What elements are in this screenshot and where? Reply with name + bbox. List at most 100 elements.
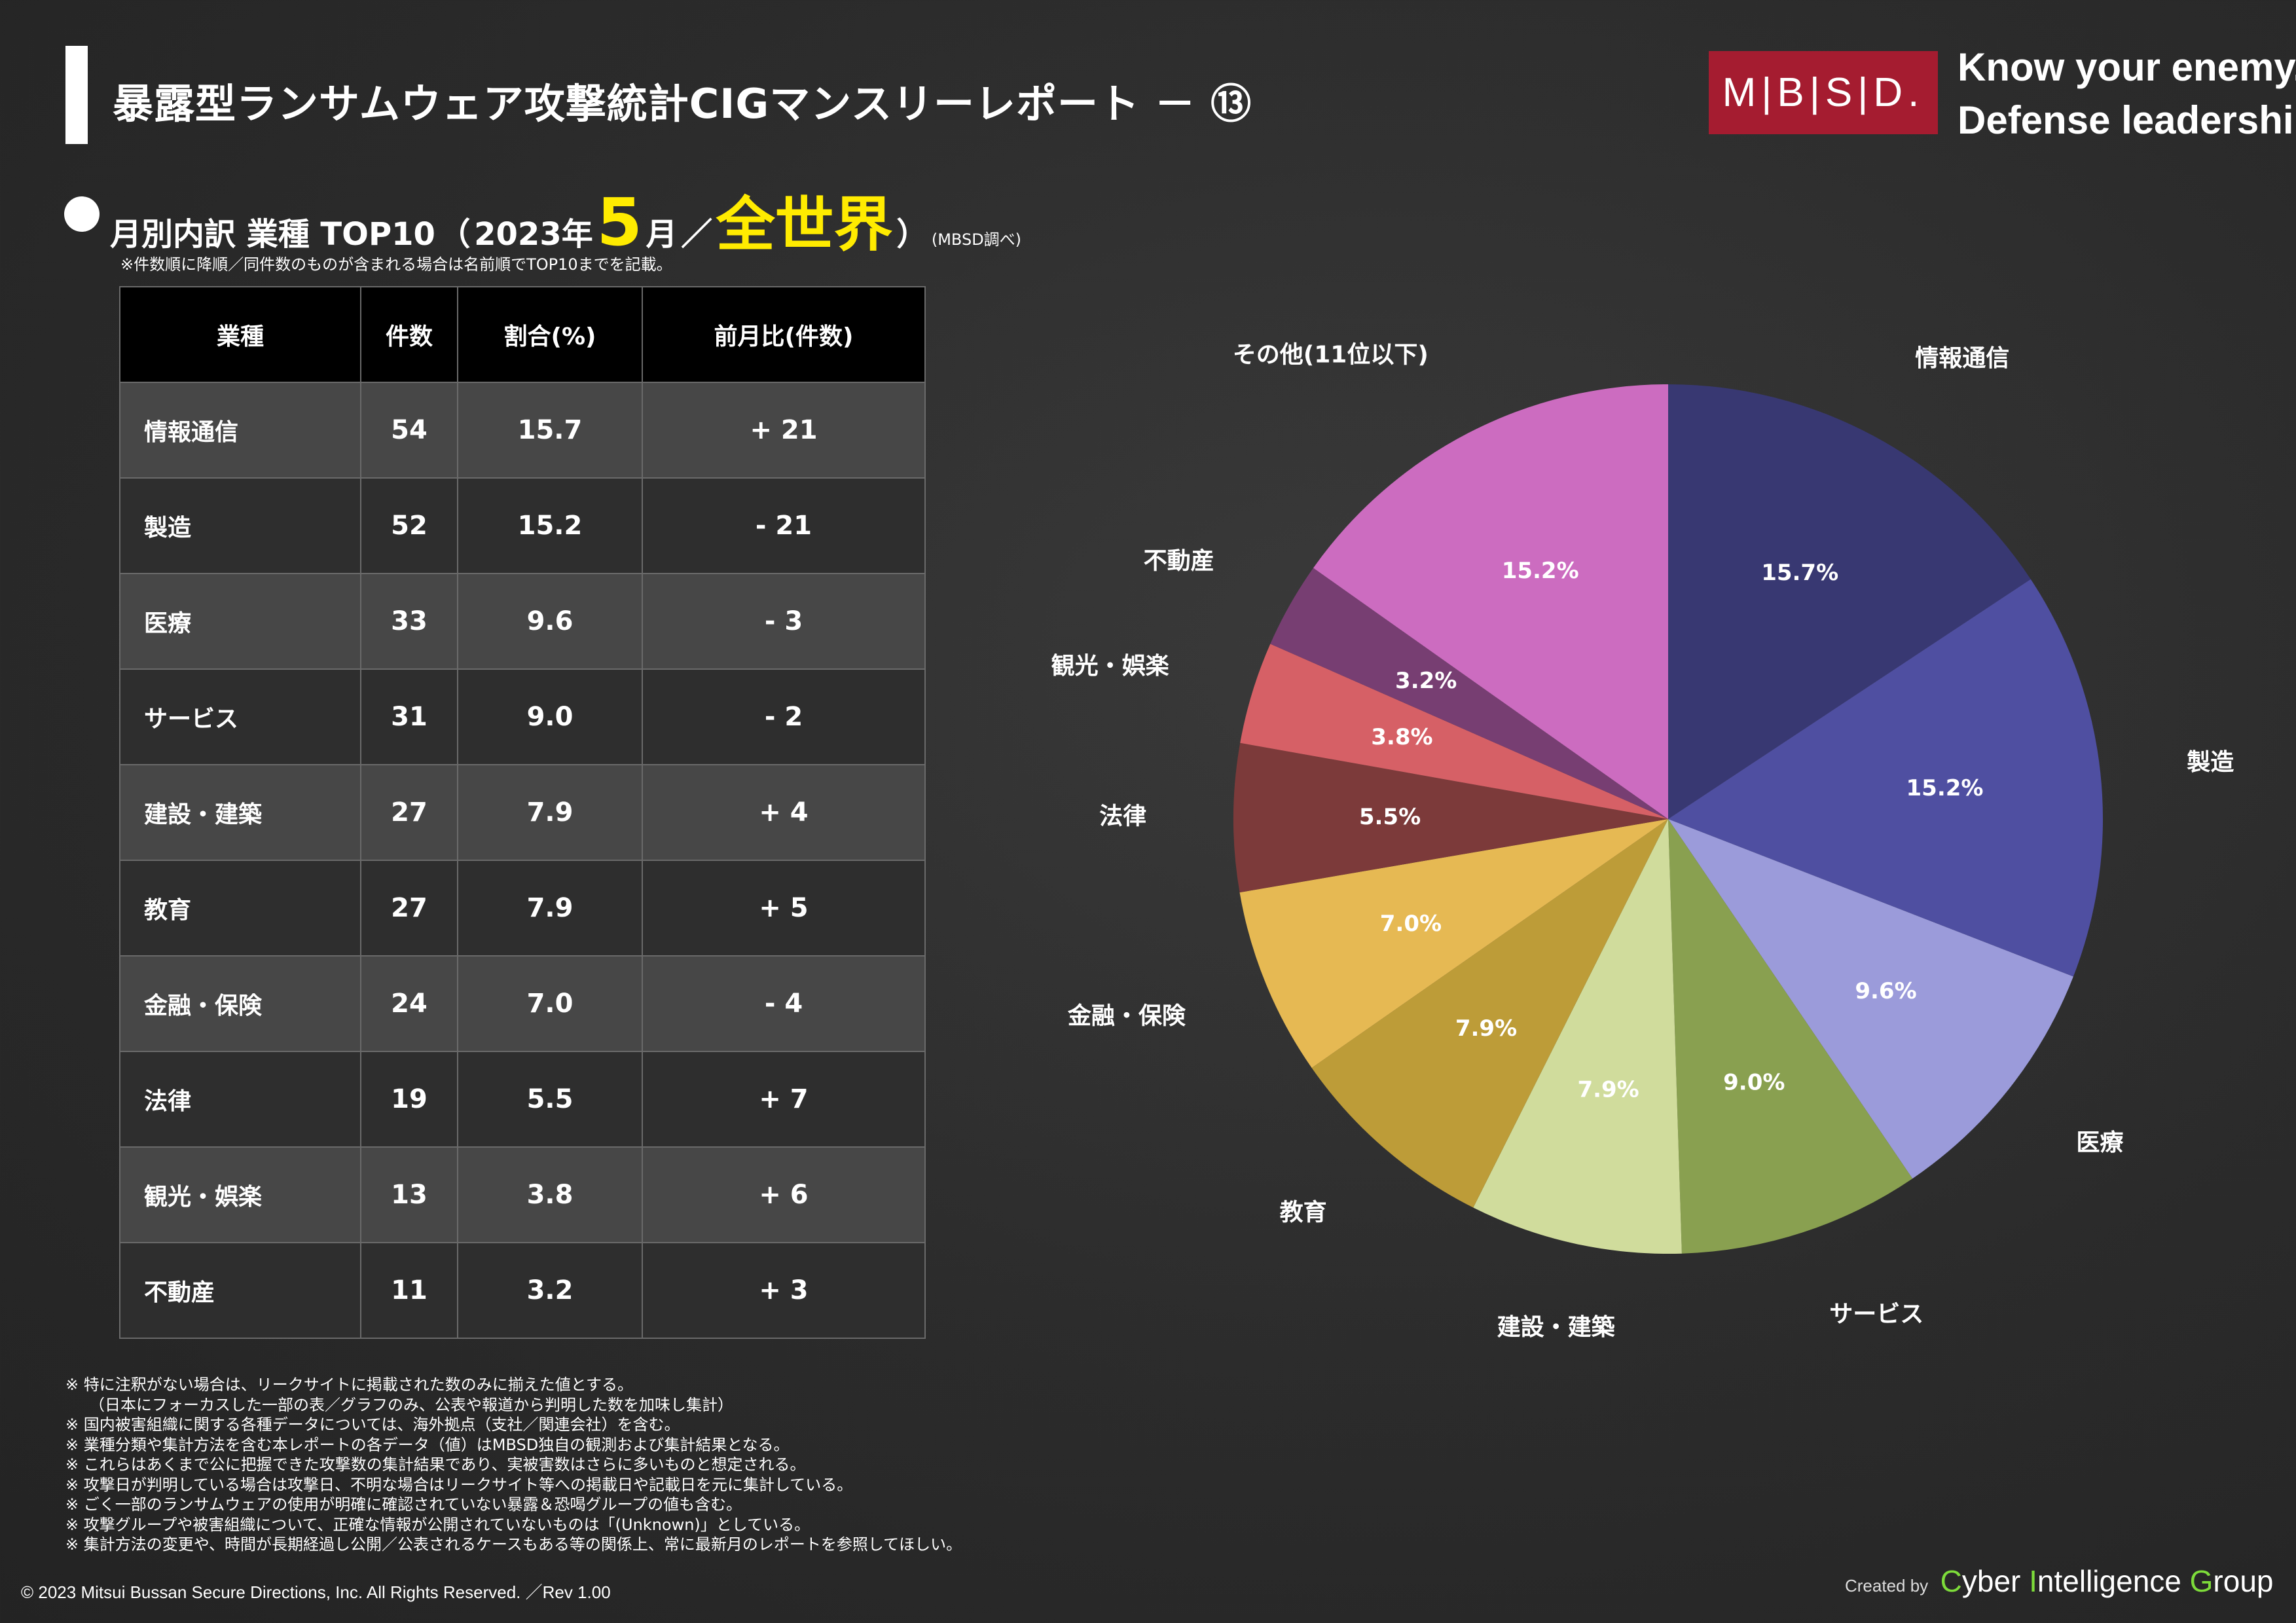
footnote: ※ 集計方法の変更や、時間が長期経過し公開／公表されるケースもある等の関係上、常…	[65, 1535, 962, 1554]
slice-category-label: 製造	[2187, 749, 2234, 776]
slice-category-label: サービス	[1829, 1301, 1923, 1328]
slice-value-label: 15.2%	[1906, 775, 1984, 801]
cell-share: 9.0	[457, 668, 643, 765]
cell-mom: - 4	[642, 955, 926, 1052]
cell-share: 15.2	[457, 477, 643, 574]
page-title: 暴露型ランサムウェア攻撃統計CIGマンスリーレポート － ⑬	[113, 80, 1252, 128]
cell-industry: 建設・建築	[119, 764, 361, 861]
cell-count: 24	[360, 955, 458, 1052]
cell-industry: 金融・保険	[119, 955, 361, 1052]
cell-mom: - 2	[642, 668, 926, 765]
footnote: ※ ごく一部のランサムウェアの使用が明確に確認されていない暴露＆恐喝グループの値…	[65, 1495, 742, 1514]
cell-count: 33	[360, 573, 458, 670]
footnote: ※ 特に注釈がない場合は、リークサイトに掲載された数のみに揃えた値とする。	[65, 1376, 634, 1394]
header-count: 件数	[360, 286, 458, 383]
cell-mom: + 6	[642, 1146, 926, 1243]
cell-industry: 情報通信	[119, 382, 361, 479]
slice-value-label: 7.9%	[1577, 1077, 1639, 1103]
slice-value-label: 15.7%	[1761, 560, 1838, 586]
cell-share: 9.6	[457, 573, 643, 670]
pie-slice	[1668, 384, 2031, 819]
table-row: 医療 33 9.6- 3	[119, 573, 926, 670]
cell-industry: 法律	[119, 1051, 361, 1148]
section-region: 全世界	[716, 191, 893, 259]
slogan: Know your enemy. Defense leadership.®	[1958, 43, 2296, 145]
pie-slice	[1313, 384, 1668, 819]
cell-industry: サービス	[119, 668, 361, 765]
table-header-row: 業種 件数 割合(%) 前月比(件数)	[119, 286, 926, 383]
header-share: 割合(%)	[457, 286, 643, 383]
footnote: ※ 攻撃グループや被害組織について、正確な情報が公開されていないものは「(Unk…	[65, 1515, 811, 1534]
cell-share: 3.2	[457, 1242, 643, 1339]
bullet-circle-icon	[64, 196, 100, 232]
section-year: 2023年	[474, 216, 593, 253]
sort-note: ※件数順に降順／同件数のものが含まれる場合は名前順でTOP10までを記載。	[120, 255, 672, 274]
pie-slice	[1239, 819, 1668, 1068]
cell-share: 7.9	[457, 764, 643, 861]
table-row: 情報通信 54 15.7 + 21	[119, 382, 926, 479]
paren-open: （	[439, 216, 471, 253]
slogan-line-2: Defense leadership.®	[1958, 98, 2296, 142]
cell-mom: + 4	[642, 764, 926, 861]
cell-mom: + 7	[642, 1051, 926, 1148]
cell-share: 7.9	[457, 860, 643, 957]
slice-value-label: 5.5%	[1359, 804, 1421, 830]
footnote: ※ 攻撃日が判明している場合は攻撃日、不明な場合はリークサイト等への掲載日や記載…	[65, 1475, 853, 1494]
pie-slice	[1270, 568, 1668, 819]
cell-count: 19	[360, 1051, 458, 1148]
title-accent-bar	[65, 46, 88, 144]
slice-category-label: 金融・保険	[1067, 1002, 1186, 1030]
table-row: 不動産 11 3.2 + 3	[119, 1242, 926, 1339]
copyright: © 2023 Mitsui Bussan Secure Directions, …	[21, 1582, 611, 1602]
cell-count: 27	[360, 764, 458, 861]
table-row: 法律 19 5.5 + 7	[119, 1051, 926, 1148]
slice-value-label: 9.6%	[1855, 978, 1916, 1004]
slice-category-label: 教育	[1280, 1199, 1327, 1226]
table-row: サービス 31 9.0- 2	[119, 668, 926, 765]
pie-slice	[1311, 819, 1668, 1208]
section-slash: ／	[681, 216, 713, 253]
cell-count: 27	[360, 860, 458, 957]
slice-category-label: その他(11位以下)	[1233, 341, 1429, 368]
cell-mom: + 21	[642, 382, 926, 479]
slice-category-label: 法律	[1099, 803, 1146, 830]
pie-slice	[1668, 579, 2104, 977]
slice-category-label: 医療	[2076, 1129, 2123, 1156]
slice-value-label: 3.2%	[1395, 668, 1457, 694]
paren-close: ）	[896, 216, 928, 253]
cell-industry: 医療	[119, 573, 361, 670]
table-row: 製造 52 15.2- 21	[119, 477, 926, 574]
table-row: 教育 27 7.9 + 5	[119, 860, 926, 957]
logo-text: M|B|S|D.	[1722, 70, 1925, 115]
cell-industry: 教育	[119, 860, 361, 957]
footnote: ※ これらはあくまで公に把握できた攻撃数の集計結果であり、実被害数はさらに多いも…	[65, 1455, 806, 1474]
cell-count: 13	[360, 1146, 458, 1243]
slice-category-label: 観光・娯楽	[1051, 653, 1169, 680]
cell-count: 54	[360, 382, 458, 479]
mbsd-logo: M|B|S|D.	[1709, 51, 1938, 134]
slice-category-label: 建設・建築	[1497, 1314, 1616, 1341]
section-label: 月別内訳 業種 TOP10	[110, 216, 435, 253]
slogan-line-1: Know your enemy.	[1958, 45, 2296, 89]
created-by: Created by Cyber Intelligence Group	[1845, 1563, 2274, 1599]
cell-share: 3.8	[457, 1146, 643, 1243]
slice-category-label: 不動産	[1144, 547, 1214, 574]
industry-top10-table: 業種 件数 割合(%) 前月比(件数) 情報通信 54 15.7 + 21 製造 52 1…	[119, 286, 926, 1339]
pie-slice	[1233, 742, 1668, 893]
slice-value-label: 15.2%	[1502, 558, 1579, 584]
cell-industry: 観光・娯楽	[119, 1146, 361, 1243]
slice-value-label: 7.9%	[1455, 1015, 1517, 1042]
cell-count: 31	[360, 668, 458, 765]
cell-mom: + 3	[642, 1242, 926, 1339]
cell-count: 11	[360, 1242, 458, 1339]
created-by-label: Created by	[1845, 1576, 1929, 1596]
table-row: 建設・建築 27 7.9 + 4	[119, 764, 926, 861]
cell-share: 5.5	[457, 1051, 643, 1148]
footnote: ※ 国内被害組織に関する各種データについては、海外拠点（支社／関連会社）を含む。	[65, 1415, 680, 1434]
cell-count: 52	[360, 477, 458, 574]
header-industry: 業種	[119, 286, 361, 383]
section-heading: 月別内訳 業種 TOP10 （ 2023年 5 月 ／ 全世界 ） (MBSD調…	[110, 177, 1021, 262]
slice-value-label: 3.8%	[1371, 724, 1432, 750]
source-note: (MBSD調べ)	[931, 230, 1022, 249]
